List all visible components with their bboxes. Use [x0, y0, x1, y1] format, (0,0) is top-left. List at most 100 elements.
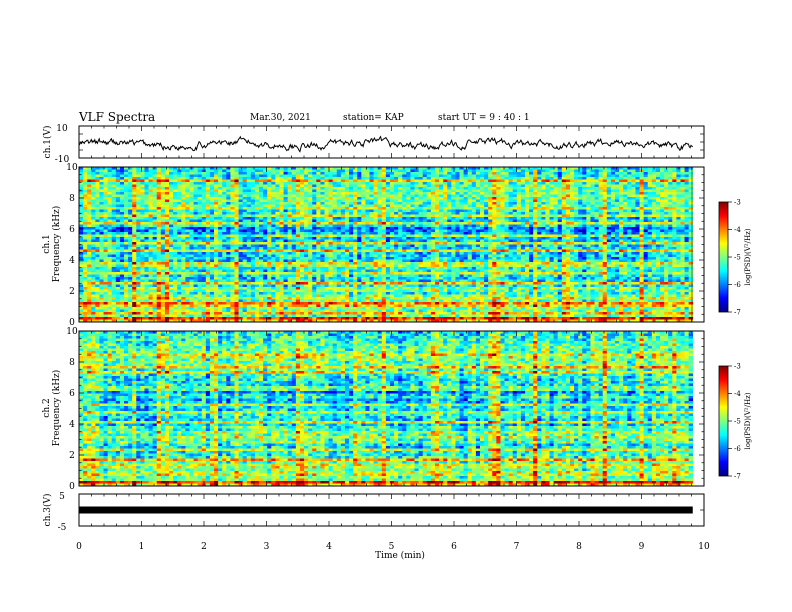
spectrogram-cell	[271, 217, 276, 220]
spectrogram-cell	[332, 194, 338, 198]
spectrogram-cell	[242, 242, 248, 245]
spectrogram-cell	[328, 309, 334, 313]
spectrogram-cell	[291, 189, 297, 193]
spectrogram-cell	[164, 274, 170, 278]
spectrogram-cell	[340, 297, 346, 300]
spectrogram-cell	[344, 242, 350, 245]
spectrogram-cell	[87, 312, 92, 315]
spectrogram-cell	[242, 314, 248, 318]
spectrogram-cell	[344, 262, 350, 265]
spectrogram-cell	[381, 287, 387, 290]
spectrogram-cell	[349, 244, 354, 248]
spectrogram-cell	[99, 254, 104, 258]
spectrogram-cell	[291, 224, 297, 228]
spectrogram-cell	[308, 269, 313, 273]
spectrogram-cell	[291, 304, 297, 308]
spectrogram-cell	[316, 257, 321, 260]
spectrogram-cell	[328, 247, 334, 250]
spectrogram-cell	[295, 234, 301, 238]
spectrogram-cell	[177, 262, 182, 265]
spectrogram-cell	[148, 257, 153, 260]
spectrogram-cell	[353, 299, 358, 303]
spectrogram-cell	[394, 207, 399, 210]
spectrogram-cell	[164, 249, 170, 253]
spectrogram-cell	[238, 267, 244, 270]
spectrogram-cell	[193, 304, 199, 308]
spectrogram-cell	[275, 199, 280, 203]
spectrogram-cell	[349, 242, 354, 245]
spectrogram-cell	[128, 262, 133, 265]
spectrogram-cell	[136, 287, 141, 290]
spectrogram-cell	[263, 177, 268, 180]
spectrogram-cell	[349, 269, 354, 273]
spectrogram-cell	[230, 289, 235, 293]
spectrogram-cell	[156, 174, 162, 178]
spectrogram-cell	[103, 209, 108, 213]
spectrogram-cell	[136, 252, 141, 255]
spectrogram-cell	[226, 284, 231, 288]
spectrogram-cell	[389, 274, 395, 278]
spectrogram-cell	[304, 242, 309, 245]
spectrogram-cell	[353, 179, 358, 183]
spectrogram-cell	[242, 167, 248, 170]
spectrogram-cell	[169, 249, 174, 253]
spectrogram-cell	[103, 304, 108, 308]
spectrogram-cell	[324, 187, 329, 190]
spectrogram-cell	[332, 257, 338, 260]
spectrogram-cell	[95, 287, 100, 290]
spectrogram-cell	[267, 172, 272, 175]
spectrogram-cell	[250, 284, 256, 288]
spectrogram-cell	[144, 267, 149, 270]
spectrogram-cell	[214, 317, 219, 320]
spectrogram-cell	[267, 319, 272, 323]
spectrogram-cell	[279, 252, 284, 255]
spectrogram-cell	[103, 257, 108, 260]
spectrogram-cell	[328, 229, 334, 233]
spectrogram-cell	[140, 179, 145, 183]
spectrogram-cell	[79, 319, 84, 323]
spectrogram-cell	[103, 229, 108, 233]
spectrogram-cell	[283, 237, 289, 240]
spectrogram-cell	[209, 179, 215, 183]
spectrogram-cell	[79, 202, 84, 205]
spectrogram-cell	[254, 272, 260, 275]
spectrogram-cell	[349, 204, 354, 208]
spectrogram-cell	[328, 209, 334, 213]
spectrogram-cell	[140, 192, 145, 195]
spectrogram-cell	[357, 172, 362, 175]
spectrogram-cell	[336, 277, 342, 280]
spectrogram-cell	[87, 172, 92, 175]
spectrogram-cell	[299, 262, 305, 265]
spectrogram-cell	[254, 192, 260, 195]
spectrogram-cell	[246, 222, 252, 225]
spectrogram-cell	[394, 254, 399, 258]
spectrogram-cell	[377, 204, 383, 208]
spectrogram-cell	[95, 289, 100, 293]
spectrogram-cell	[295, 239, 301, 243]
spectrogram-cell	[152, 309, 158, 313]
spectrogram-cell	[398, 252, 403, 255]
spectrogram-cell	[209, 302, 215, 305]
spectrogram-cell	[295, 192, 301, 195]
spectrogram-cell	[201, 207, 207, 210]
spectrogram-cell	[152, 179, 158, 183]
spectrogram-cell	[373, 192, 379, 195]
spectrogram-cell	[169, 272, 174, 275]
spectrogram-cell	[328, 307, 334, 310]
spectrogram-cell	[185, 309, 190, 313]
spectrogram-cell	[140, 264, 145, 268]
spectrogram-cell	[312, 197, 317, 200]
spectrogram-cell	[136, 167, 141, 170]
spectrogram-cell	[218, 279, 223, 283]
spectrogram-cell	[242, 197, 248, 200]
spectrogram-cell	[389, 309, 395, 313]
spectrogram-cell	[394, 227, 399, 230]
spectrogram-cell	[156, 279, 162, 283]
spectrogram-cell	[308, 237, 313, 240]
spectrogram-cell	[119, 292, 125, 295]
spectrogram-cell	[381, 274, 387, 278]
spectrogram-cell	[340, 169, 346, 173]
spectrogram-cell	[287, 239, 293, 243]
spectrogram-cell	[332, 237, 338, 240]
spectrogram-cell	[119, 242, 125, 245]
